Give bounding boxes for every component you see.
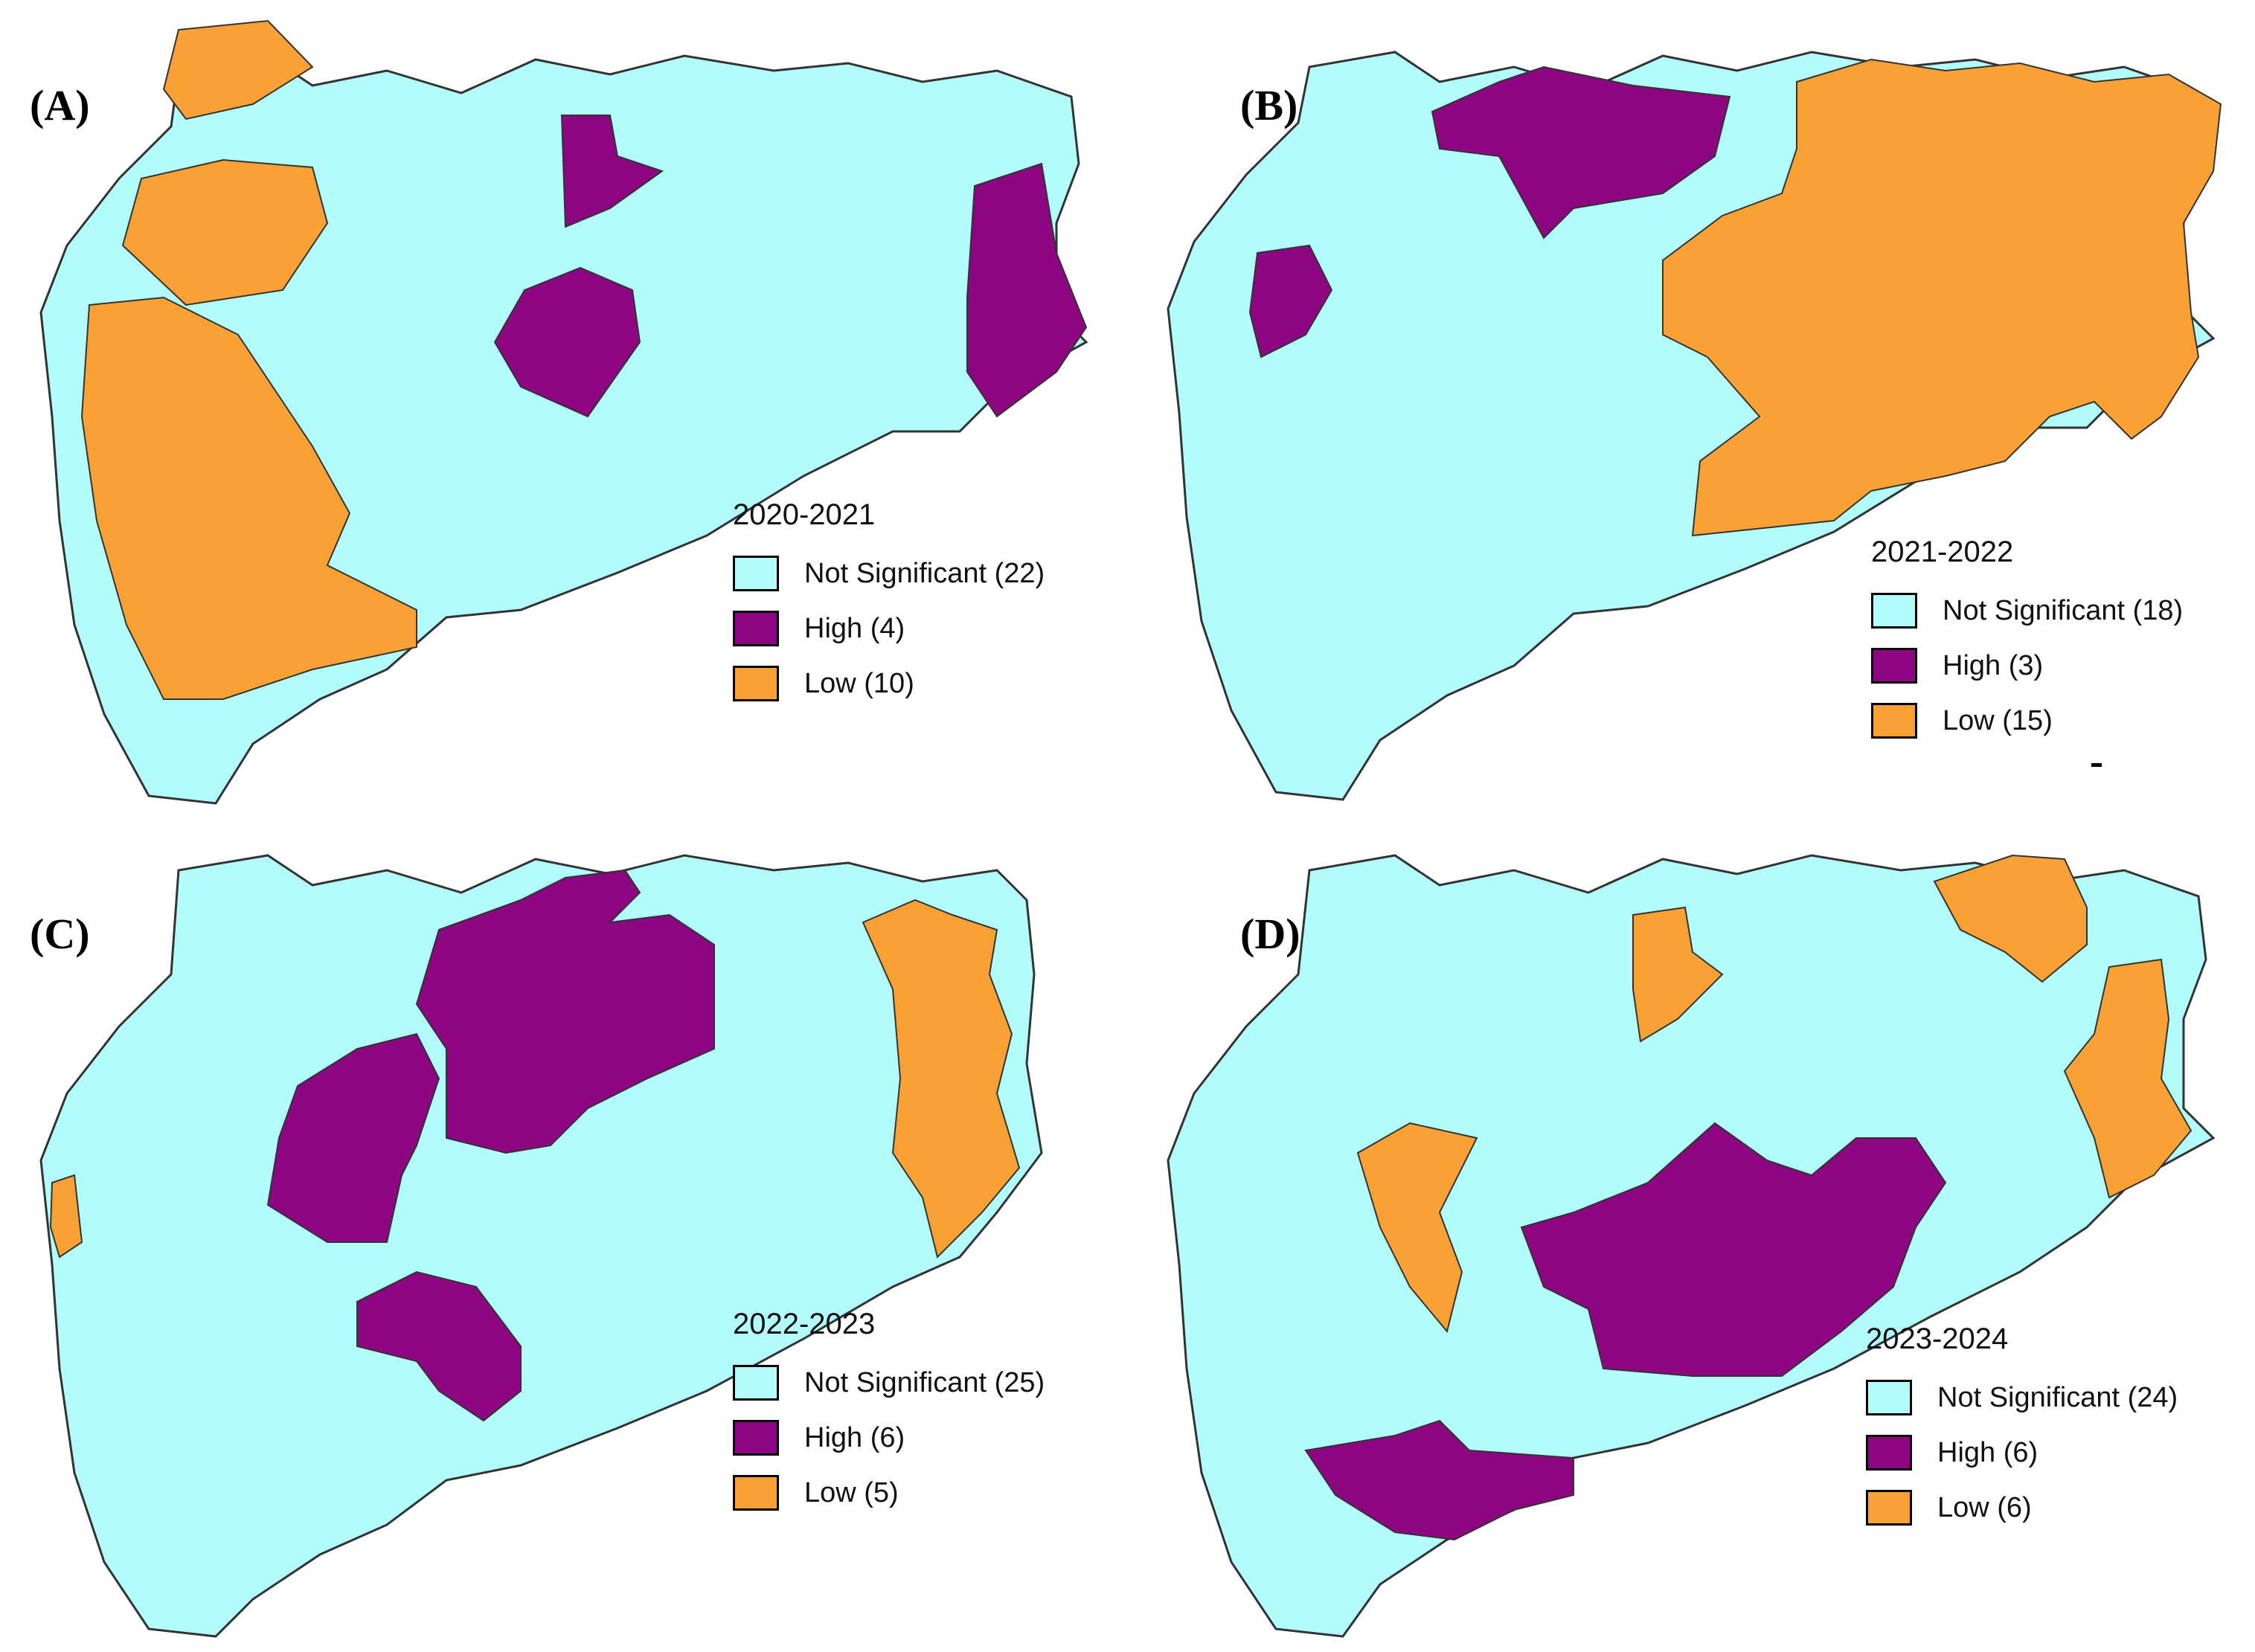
legend-item: Not Significant (25) xyxy=(733,1362,1045,1404)
map-panel-a: (A) 2020-2021 Not Significant (22) High (4… xyxy=(0,0,1127,826)
legend-swatch-not-significant xyxy=(1871,593,1917,629)
map-panel-d: (D) 2023-2024 Not Significant (24) High (6… xyxy=(1127,826,2254,1651)
legend-item: High (6) xyxy=(733,1417,1045,1459)
legend-label: Not Significant (22) xyxy=(804,557,1045,589)
legend-d: 2023-2024 Not Significant (24) High (6) Low… xyxy=(1866,1322,2178,1542)
legend-item: Not Significant (18) xyxy=(1871,590,2183,631)
map-panel-c: (C) 2022-2023 Not Significant (25) High (6… xyxy=(0,826,1127,1651)
legend-label: Not Significant (18) xyxy=(1943,594,2184,626)
panel-label-a: (A) xyxy=(30,81,90,129)
district-high-a-1 xyxy=(560,115,664,228)
dash-mark xyxy=(2091,763,2102,767)
legend-label: Low (15) xyxy=(1943,704,2053,736)
legend-item: High (6) xyxy=(1866,1432,2178,1473)
district-low-a-3 xyxy=(80,296,417,700)
panel-label-b: (B) xyxy=(1240,81,1298,129)
legend-label: High (3) xyxy=(1943,649,2044,681)
legend-title-b: 2021-2022 xyxy=(1871,536,2014,568)
district-high-c-3 xyxy=(356,1270,522,1422)
district-low-a-2 xyxy=(121,158,329,306)
legend-swatch-low xyxy=(733,666,779,701)
legend-swatch-low xyxy=(1866,1490,1912,1526)
district-low-d-2 xyxy=(1632,906,1724,1043)
legend-title-c: 2022-2023 xyxy=(733,1308,876,1340)
district-high-c-2 xyxy=(266,1032,440,1243)
legend-label: High (4) xyxy=(804,612,905,644)
map-panel-b: (B) 2021-2022 Not Significant (18) High (3… xyxy=(1127,0,2254,826)
legend-b: 2021-2022 Not Significant (18) High (3) Low… xyxy=(1871,536,2183,755)
district-low-c-2 xyxy=(49,1174,83,1259)
district-low-c-1 xyxy=(862,899,1021,1259)
legend-label: Low (10) xyxy=(804,667,914,699)
district-high-b-2 xyxy=(1248,244,1333,359)
map-svg-b xyxy=(1167,51,2222,801)
legend-item: Not Significant (22) xyxy=(733,553,1045,594)
legend-swatch-low xyxy=(733,1475,779,1511)
legend-item: Low (10) xyxy=(733,663,1045,704)
legend-c: 2022-2023 Not Significant (25) High (6) Low… xyxy=(733,1308,1045,1527)
legend-swatch-high xyxy=(733,611,779,646)
legend-label: Low (6) xyxy=(1937,1491,2032,1523)
map-svg-c xyxy=(39,854,1043,1638)
legend-item: High (4) xyxy=(733,608,1045,649)
district-high-d-1 xyxy=(1520,1122,1947,1377)
legend-item: Low (15) xyxy=(1871,700,2183,742)
panel-label-d: (D) xyxy=(1240,910,1300,958)
district-high-a-2 xyxy=(493,266,641,418)
legend-label: Not Significant (25) xyxy=(804,1366,1045,1398)
map-svg-a xyxy=(39,19,1088,805)
district-low-d-3 xyxy=(1933,854,2088,983)
legend-swatch-not-significant xyxy=(1866,1380,1912,1415)
legend-item: Not Significant (24) xyxy=(1866,1377,2178,1418)
legend-swatch-high xyxy=(733,1420,779,1456)
legend-label: High (6) xyxy=(1937,1436,2039,1468)
legend-swatch-high xyxy=(1871,648,1917,684)
legend-label: High (6) xyxy=(804,1421,905,1453)
legend-title-a: 2020-2021 xyxy=(733,498,876,531)
legend-item: High (3) xyxy=(1871,645,2183,687)
district-low-d-4 xyxy=(2063,958,2193,1199)
panel-label-c: (C) xyxy=(30,910,90,958)
legend-item: Low (6) xyxy=(1866,1487,2178,1529)
district-high-b-1 xyxy=(1431,65,1731,240)
district-low-b-1 xyxy=(1662,58,2222,537)
legend-swatch-low xyxy=(1871,703,1917,739)
district-low-a-1 xyxy=(162,19,314,120)
district-low-d-1 xyxy=(1356,1122,1478,1334)
district-high-c-1 xyxy=(415,869,715,1154)
district-high-d-2 xyxy=(1304,1419,1574,1541)
district-high-a-3 xyxy=(966,162,1088,418)
legend-item: Low (5) xyxy=(733,1472,1045,1514)
legend-swatch-not-significant xyxy=(733,1365,779,1401)
legend-swatch-not-significant xyxy=(733,556,779,591)
map-svg-d xyxy=(1167,854,2216,1638)
legend-a: 2020-2021 Not Significant (22) High (4) Low… xyxy=(733,498,1045,718)
legend-label: Not Significant (24) xyxy=(1937,1381,2178,1413)
legend-title-d: 2023-2024 xyxy=(1866,1322,2009,1355)
legend-label: Low (5) xyxy=(804,1476,899,1508)
legend-swatch-high xyxy=(1866,1435,1912,1471)
